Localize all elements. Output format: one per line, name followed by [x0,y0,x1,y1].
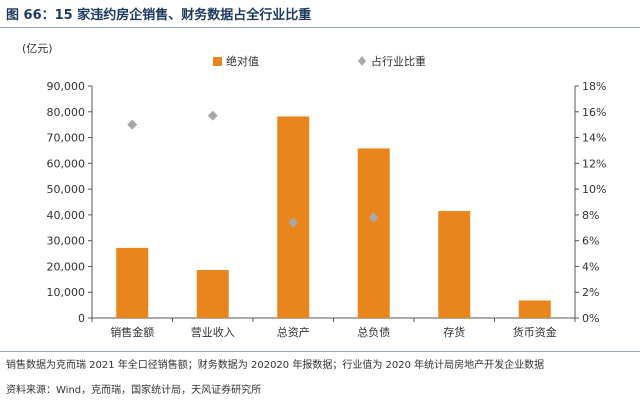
left-tick-label: 0 [78,312,85,325]
legend-marker-share [358,56,366,66]
footer-divider [0,351,640,352]
legend-label-share: 占行业比重 [371,54,426,68]
bar-6 [518,300,551,318]
x-tick-label: 营业收入 [191,325,235,339]
share-marker-2 [207,110,218,121]
right-tick-label: 0% [582,312,599,325]
left-tick-label: 20,000 [47,260,86,273]
right-tick-label: 8% [582,209,599,222]
bar-1 [116,247,149,318]
left-tick-label: 50,000 [47,183,86,196]
right-tick-label: 10% [582,183,606,196]
chart-container: (亿元) 绝对值 占行业比重 0 10,000 20,000 30,000 40,000… [0,30,640,350]
source-note: 资料来源：Wind，克而瑞，国家统计局，天风证券研究所 [6,385,262,396]
bar-5 [438,211,471,318]
axis-labels: 0 10,000 20,000 30,000 40,000 50,000 60,000 70,… [47,80,607,339]
right-tick-label: 12% [582,157,606,170]
bar-4 [357,148,390,318]
left-tick-label: 60,000 [47,157,86,170]
left-tick-label: 30,000 [47,235,86,248]
right-tick-label: 18% [582,80,606,93]
figure-header: 图 66：15 家违约房企销售、财务数据占全行业比重 [0,0,640,30]
right-tick-label: 6% [582,235,599,248]
x-tick-label: 销售金额 [110,325,154,339]
chart: (亿元) 绝对值 占行业比重 0 10,000 20,000 30,000 40,000… [22,42,607,339]
share-marker-3 [288,217,299,228]
x-tick-label: 存货 [443,325,465,339]
left-tick-label: 80,000 [47,106,86,119]
share-markers [127,110,379,228]
legend-label-absolute: 绝对值 [226,54,259,68]
bar-2 [196,270,229,318]
legend: 绝对值 占行业比重 [213,54,426,68]
axes [88,85,579,322]
right-tick-label: 16% [582,106,606,119]
title-divider [0,27,640,28]
share-marker-4 [368,212,379,223]
bars [116,116,551,318]
footnote: 销售数据为克而瑞 2021 年全口径销售额；财务数据为 202020 年报数据；… [6,360,545,371]
right-tick-label: 14% [582,132,606,145]
left-tick-label: 40,000 [47,209,86,222]
x-tick-label: 总资产 [277,325,310,339]
figure-title: 图 66：15 家违约房企销售、财务数据占全行业比重 [6,8,312,23]
x-tick-label: 总负债 [357,325,390,339]
right-tick-label: 4% [582,260,599,273]
left-tick-label: 70,000 [47,132,86,145]
left-axis-unit: (亿元) [22,42,53,55]
left-tick-label: 10,000 [47,286,86,299]
x-tick-label: 货币资金 [513,325,557,339]
right-tick-label: 2% [582,286,599,299]
share-marker-1 [127,119,138,130]
left-tick-label: 90,000 [47,80,86,93]
bar-3 [277,116,310,318]
legend-swatch-absolute [213,57,222,66]
